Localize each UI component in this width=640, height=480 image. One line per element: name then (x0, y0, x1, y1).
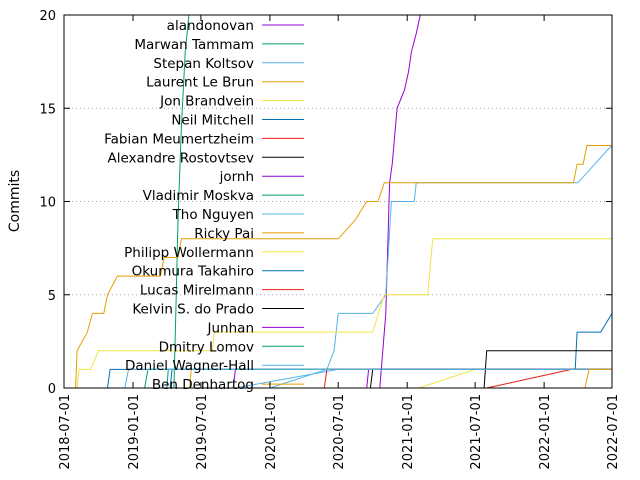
series-line-tho-nguyen (235, 368, 612, 388)
legend-label-laurent-le-brun: Laurent Le Brun (146, 75, 254, 91)
y-tick-label: 0 (48, 382, 56, 397)
x-tick-label: 2020-07-01 (332, 394, 347, 470)
legend-label-kelvin-s-do-prado: Kelvin S. do Prado (132, 302, 254, 318)
legend-label-neil-mitchell: Neil Mitchell (171, 113, 254, 129)
x-tick-label: 2022-07-01 (606, 394, 621, 470)
legend-label-ricky-pai: Ricky Pai (194, 226, 254, 242)
legend-label-tho-nguyen: Tho Nguyen (172, 207, 254, 223)
legend-label-ben-denhartog: Ben Denhartog (152, 377, 254, 393)
legend-label-jon-brandvein: Jon Brandvein (159, 94, 254, 110)
y-tick-label: 10 (39, 196, 56, 211)
x-tick-label: 2021-01-01 (401, 394, 416, 470)
legend-label-okumura-takahiro: Okumura Takahiro (132, 264, 254, 280)
legend-label-marwan-tammam: Marwan Tammam (134, 37, 254, 53)
series-line-jornh (232, 368, 612, 388)
grid-lines (64, 107, 612, 296)
series-line-kelvin-s-do-prado (369, 368, 612, 388)
x-tick-label: 2018-07-01 (58, 394, 73, 470)
series-line-jon-brandvein (76, 238, 612, 388)
legend: alandonovan Marwan Tammam Stepan Koltsov La… (104, 18, 304, 393)
series-lines (75, 15, 612, 388)
legend-label-junhan: Junhan (207, 320, 254, 336)
series-line-alandonovan (379, 15, 421, 388)
series-line-junhan (366, 368, 612, 388)
series-line-laurent-le-brun (75, 145, 612, 388)
series-line-ben-denhartog (584, 368, 612, 388)
legend-label-philipp-wollermann: Philipp Wollermann (124, 245, 254, 261)
axes: 0 5 10 15 20 2018-07-01 2019-01-01 2019-07-01 20… (39, 9, 621, 470)
series-line-daniel-wagner-hall (124, 368, 612, 388)
x-tick-label: 2021-07-01 (469, 394, 484, 470)
x-tick-label: 2019-01-01 (127, 394, 142, 470)
y-tick-label: 5 (48, 289, 56, 304)
series-line-alexandre-rostovtsev (483, 350, 612, 388)
series-line-fabian-meumertzheim (486, 368, 612, 388)
legend-label-alandonovan: alandonovan (167, 18, 254, 34)
legend-label-daniel-wagner-hall: Daniel Wagner-Hall (125, 358, 254, 374)
x-tick-label: 2020-01-01 (264, 394, 279, 470)
x-tick-label: 2022-01-01 (538, 394, 553, 470)
legend-label-stepan-koltsov: Stepan Koltsov (153, 56, 254, 72)
legend-label-fabian-meumertzheim: Fabian Meumertzheim (104, 131, 254, 147)
legend-label-dmitry-lomov: Dmitry Lomov (159, 339, 254, 355)
legend-label-lucas-mirelmann: Lucas Mirelmann (140, 283, 254, 299)
series-line-stepan-koltsov (269, 145, 612, 388)
y-tick-label: 20 (39, 9, 56, 24)
x-tick-label: 2019-07-01 (195, 394, 210, 470)
legend-label-jornh: jornh (219, 169, 254, 185)
y-axis-label: Commits (7, 170, 23, 232)
legend-label-vladimir-moskva: Vladimir Moskva (143, 188, 254, 204)
series-line-marwan-tammam (173, 15, 190, 388)
legend-label-alexandre-rostovtsev: Alexandre Rostovtsev (107, 150, 254, 166)
series-line-philipp-wollermann (418, 368, 612, 388)
y-tick-label: 15 (39, 102, 56, 117)
